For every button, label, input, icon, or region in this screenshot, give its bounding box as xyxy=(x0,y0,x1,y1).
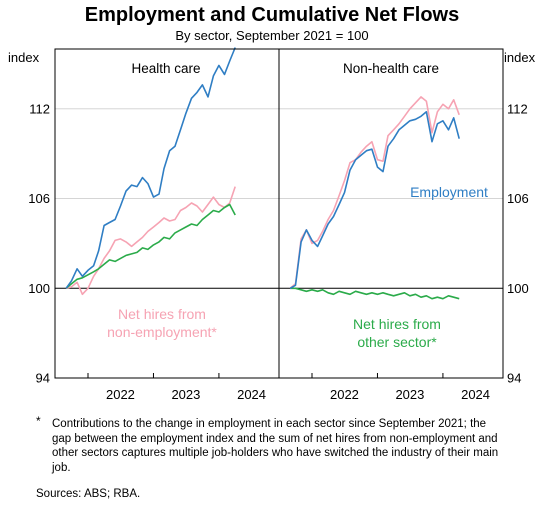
x-ticks: 2022 2023 2024 2022 2023 2024 xyxy=(87,373,490,402)
x-tick-label-0-2024: 2024 xyxy=(237,387,266,402)
annotation-employment: Employment xyxy=(410,184,488,200)
x-tick-label-0-2022: 2022 xyxy=(106,387,135,402)
x-tick-label-1-2022: 2022 xyxy=(330,387,359,402)
y-ticks: 94 94 100 100 106 106 112 112 xyxy=(28,101,528,385)
y-tick-left-112: 112 xyxy=(29,101,50,116)
y-axis-label-left: index xyxy=(8,50,40,65)
line-othersector-panel-1 xyxy=(290,287,460,300)
x-tick-label-1-2023: 2023 xyxy=(395,387,424,402)
y-tick-right-112: 112 xyxy=(507,101,528,116)
footnote-marker: * xyxy=(36,414,41,428)
x-tick-label-0-2023: 2023 xyxy=(171,387,200,402)
annotation-othersector-line2: other sector* xyxy=(357,334,437,350)
y-axis-label-right: index xyxy=(504,50,536,65)
line-nonemp-panel-1 xyxy=(289,96,460,289)
y-tick-right-106: 106 xyxy=(507,191,529,206)
y-tick-right-94: 94 xyxy=(507,371,521,386)
y-tick-left-106: 106 xyxy=(28,191,50,206)
footnote: Contributions to the change in employmen… xyxy=(52,418,499,474)
line-othersector-panel-0 xyxy=(65,203,236,289)
y-tick-left-100: 100 xyxy=(28,281,50,296)
line-employment-panel-0 xyxy=(65,47,236,289)
y-tick-left-94: 94 xyxy=(36,371,50,386)
y-tick-right-100: 100 xyxy=(507,281,529,296)
panel-title-nonhealth: Non-health care xyxy=(343,61,439,76)
chart-figure: Employment and Cumulative Net Flows By s… xyxy=(8,4,536,402)
line-employment-panel-1 xyxy=(289,111,460,289)
annotation-othersector-line1: Net hires from xyxy=(353,316,441,332)
annotation-nonemp-line1: Net hires from xyxy=(118,306,206,322)
series-lines xyxy=(65,47,460,300)
line-nonemp-panel-0 xyxy=(65,186,236,296)
chart-title: Employment and Cumulative Net Flows xyxy=(85,4,460,26)
x-tick-label-1-2024: 2024 xyxy=(461,387,490,402)
chart-subtitle: By sector, September 2021 = 100 xyxy=(175,28,368,43)
annotation-nonemp-line2: non-employment* xyxy=(107,324,217,340)
panel-title-health: Health care xyxy=(131,61,200,76)
sources-note: Sources: ABS; RBA. xyxy=(36,488,141,500)
